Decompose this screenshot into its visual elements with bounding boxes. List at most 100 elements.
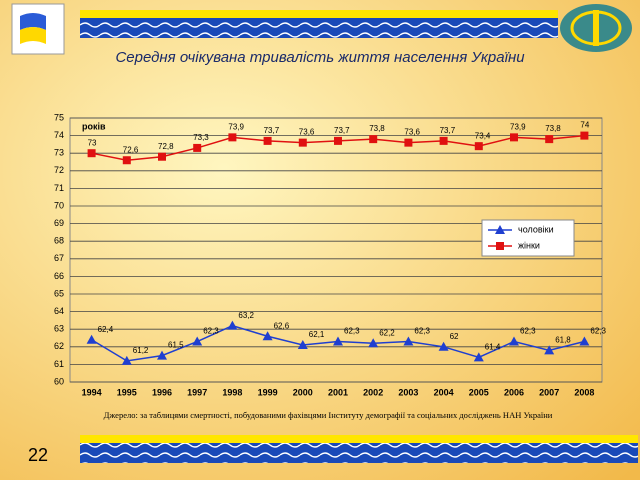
marker	[297, 340, 308, 350]
x-tick-label: 2000	[293, 387, 313, 397]
data-label: 73,8	[545, 124, 561, 133]
marker	[438, 341, 449, 351]
legend-label: чоловіки	[518, 224, 554, 234]
data-label: 62,3	[203, 327, 219, 336]
y-tick-label: 68	[54, 236, 64, 246]
marker	[121, 355, 132, 365]
marker	[580, 131, 589, 140]
y-tick-label: 64	[54, 306, 64, 316]
x-tick-label: 1996	[152, 387, 172, 397]
marker	[579, 336, 590, 346]
data-label: 61,4	[485, 342, 501, 351]
x-tick-label: 1997	[187, 387, 207, 397]
x-tick-label: 2005	[469, 387, 489, 397]
data-label: 62,3	[590, 327, 606, 336]
x-tick-label: 2003	[398, 387, 418, 397]
header-decor	[80, 10, 638, 463]
legend-marker	[495, 225, 505, 234]
x-tick-label: 1994	[82, 387, 102, 397]
y-tick-label: 69	[54, 218, 64, 228]
x-tick-label: 2007	[539, 387, 559, 397]
x-tick-label: 2002	[363, 387, 383, 397]
data-label: 73,6	[299, 128, 315, 137]
marker	[369, 135, 378, 144]
data-label: 62,6	[274, 321, 290, 330]
x-tick-label: 2008	[574, 387, 594, 397]
marker	[404, 138, 413, 147]
data-label: 62,4	[98, 325, 114, 334]
marker	[262, 331, 273, 341]
data-label: 73,3	[193, 133, 209, 142]
data-label: 73,7	[264, 126, 280, 135]
marker	[333, 336, 343, 346]
marker	[87, 149, 96, 158]
data-label: 61,5	[168, 341, 184, 350]
data-label: 72,8	[158, 142, 174, 151]
data-label: 62	[450, 332, 459, 341]
data-label: 73,6	[404, 128, 420, 137]
data-label: 73,7	[440, 126, 456, 135]
marker	[544, 345, 555, 355]
data-label: 73,9	[228, 122, 244, 131]
flag-icon	[11, 3, 65, 55]
legend-marker	[496, 242, 504, 250]
marker	[228, 133, 237, 142]
data-label: 73,9	[510, 122, 526, 131]
data-label: 62,3	[414, 327, 430, 336]
data-label: 62,1	[309, 330, 325, 339]
marker	[157, 350, 167, 360]
y-tick-label: 70	[54, 200, 64, 210]
x-tick-label: 1995	[117, 387, 137, 397]
data-label: 61,8	[555, 335, 571, 344]
marker	[334, 136, 342, 145]
data-label: 73,8	[369, 124, 385, 133]
marker	[158, 152, 166, 161]
y-tick-label: 63	[54, 324, 64, 334]
marker	[510, 133, 518, 142]
marker	[227, 320, 238, 330]
marker	[192, 336, 203, 346]
data-label: 73,4	[475, 131, 491, 140]
x-tick-label: 2001	[328, 387, 348, 397]
y-tick-label: 72	[54, 165, 64, 175]
y-tick-label: 73	[54, 148, 64, 158]
y-tick-label: 74	[54, 130, 64, 140]
page-number: 22	[28, 445, 48, 465]
x-tick-label: 2006	[504, 387, 524, 397]
data-label: 74	[580, 121, 589, 130]
y-tick-label: 61	[54, 359, 64, 369]
marker	[509, 336, 519, 346]
marker	[439, 136, 448, 145]
marker	[86, 334, 97, 344]
chart-title: Середня очікувана тривалість життя насел…	[115, 49, 525, 66]
data-label: 72,6	[123, 145, 139, 154]
x-tick-label: 1999	[258, 387, 278, 397]
marker	[193, 143, 202, 152]
data-label: 73,7	[334, 126, 350, 135]
marker	[545, 135, 554, 144]
data-label: 62,3	[344, 327, 360, 336]
y-tick-label: 62	[54, 341, 64, 351]
marker	[298, 138, 307, 147]
marker	[368, 338, 379, 348]
data-label: 62,2	[379, 328, 395, 337]
legend-label: жінки	[518, 240, 540, 250]
x-tick-label: 2004	[434, 387, 454, 397]
y-tick-label: 66	[54, 271, 64, 281]
marker	[122, 156, 131, 165]
y-tick-label: 60	[54, 376, 64, 386]
data-label: 61,2	[133, 346, 149, 355]
data-label: 73	[88, 138, 97, 147]
y-tick-label: 71	[54, 183, 64, 193]
source-note: Джерело: за таблицями смертності, побудо…	[104, 410, 553, 420]
data-label: 63,2	[238, 311, 254, 320]
y-axis-label: років	[82, 121, 106, 131]
marker	[403, 336, 414, 346]
y-tick-label: 75	[54, 112, 64, 122]
marker	[473, 352, 484, 362]
marker	[263, 136, 272, 145]
x-tick-label: 1998	[222, 387, 242, 397]
logo-icon	[560, 4, 632, 52]
marker	[474, 142, 483, 151]
